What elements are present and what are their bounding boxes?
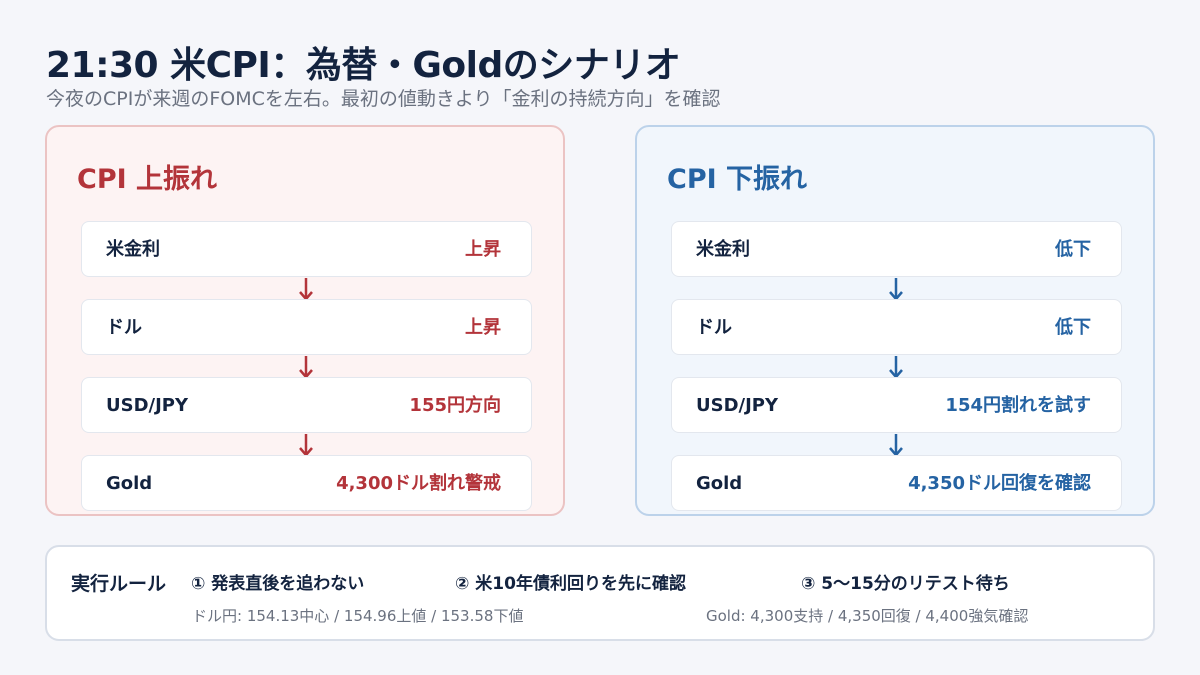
arrow-down-icon [299, 278, 313, 300]
rule-item-1: ① 発表直後を追わない [191, 574, 365, 594]
scenario-up-panel: CPI 上振れ 米金利 上昇 ドル 上昇 USD/JPY 155円方向 Gold… [45, 125, 565, 516]
arrow-down-icon [889, 278, 903, 300]
arrow-down-icon [299, 434, 313, 456]
scenario-down-panel: CPI 下振れ 米金利 低下 ドル 低下 USD/JPY 154円割れを試す G… [635, 125, 1155, 516]
row-value: 155円方向 [409, 395, 501, 416]
row-label: 米金利 [106, 239, 160, 260]
usdjpy-levels-note: ドル円: 154.13中心 / 154.96上値 / 153.58下値 [192, 607, 524, 625]
row-label: USD/JPY [106, 395, 189, 416]
row-value: 低下 [1055, 239, 1091, 260]
scenario-down-row-usdjpy: USD/JPY 154円割れを試す [671, 377, 1122, 433]
row-label: Gold [106, 473, 153, 494]
row-label: 米金利 [696, 239, 750, 260]
scenario-down-title: CPI 下振れ [667, 164, 808, 195]
rule-item-3: ③ 5〜15分のリテスト待ち [801, 574, 1010, 594]
row-value: 4,300ドル割れ警戒 [336, 473, 501, 494]
page-subtitle: 今夜のCPIが来週のFOMCを左右。最初の値動きより「金利の持続方向」を確認 [46, 88, 721, 110]
execution-rules-panel: 実行ルール ① 発表直後を追わない ② 米10年債利回りを先に確認 ③ 5〜15… [45, 545, 1155, 641]
arrow-down-icon [299, 356, 313, 378]
rules-title: 実行ルール [71, 573, 167, 595]
page-title: 21:30 米CPI：為替・Goldのシナリオ [46, 45, 681, 86]
row-label: Gold [696, 473, 743, 494]
scenario-down-row-gold: Gold 4,350ドル回復を確認 [671, 455, 1122, 511]
row-label: USD/JPY [696, 395, 779, 416]
row-value: 154円割れを試す [945, 395, 1091, 416]
scenario-down-row-dollar: ドル 低下 [671, 299, 1122, 355]
rule-item-2: ② 米10年債利回りを先に確認 [455, 574, 686, 594]
row-label: ドル [696, 317, 732, 338]
row-value: 低下 [1055, 317, 1091, 338]
row-value: 4,350ドル回復を確認 [908, 473, 1091, 494]
scenario-up-title: CPI 上振れ [77, 164, 218, 195]
scenario-up-row-usdjpy: USD/JPY 155円方向 [81, 377, 532, 433]
row-value: 上昇 [465, 317, 501, 338]
scenario-up-row-rates: 米金利 上昇 [81, 221, 532, 277]
scenario-up-row-gold: Gold 4,300ドル割れ警戒 [81, 455, 532, 511]
gold-levels-note: Gold: 4,300支持 / 4,350回復 / 4,400強気確認 [706, 607, 1029, 625]
row-label: ドル [106, 317, 142, 338]
scenario-down-row-rates: 米金利 低下 [671, 221, 1122, 277]
row-value: 上昇 [465, 239, 501, 260]
scenario-up-row-dollar: ドル 上昇 [81, 299, 532, 355]
arrow-down-icon [889, 356, 903, 378]
arrow-down-icon [889, 434, 903, 456]
